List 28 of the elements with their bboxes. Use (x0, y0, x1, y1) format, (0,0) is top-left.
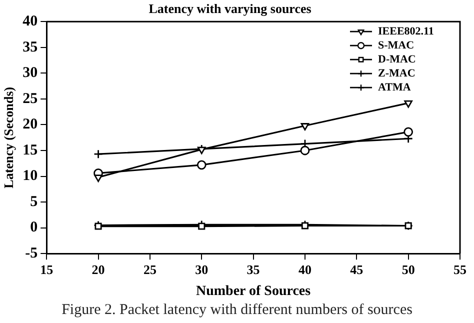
y-axis-title: Latency (Seconds) (1, 86, 16, 188)
y-tick-label: 0 (30, 220, 38, 236)
y-tick-label: -5 (25, 245, 38, 262)
x-tick-label: 35 (246, 262, 260, 277)
y-tick-label: 5 (30, 194, 38, 210)
y-tick-label: 15 (22, 142, 38, 158)
legend-label: Z-MAC (378, 67, 416, 80)
x-tick-label: 25 (143, 262, 157, 277)
legend-label: IEEE802.11 (378, 25, 434, 38)
caption: Figure 2. Packet latency with different numbers of sources (60, 302, 414, 319)
legend-label: S-MAC (378, 39, 414, 52)
x-axis-title: Number of Sources (196, 284, 312, 300)
y-tick-label: 40 (22, 13, 38, 30)
x-tick-label: 55 (454, 262, 467, 277)
x-tick-label: 30 (195, 262, 208, 277)
y-tick-label: 30 (22, 65, 38, 82)
legend-label: D-MAC (378, 53, 416, 66)
y-tick-label: 10 (22, 168, 38, 184)
y-tick-label: 25 (22, 90, 38, 107)
y-tick-label: 20 (22, 116, 38, 133)
x-tick-label: 45 (350, 262, 364, 277)
y-tick-label: 35 (22, 39, 38, 56)
x-tick-label: 15 (40, 262, 54, 277)
x-tick-label: 20 (92, 262, 105, 277)
x-tick-label: 40 (298, 262, 312, 277)
x-tick-label: 50 (402, 262, 415, 277)
chart-title: Latency with varying sources (148, 1, 312, 16)
legend-label: ATMA (378, 81, 411, 94)
